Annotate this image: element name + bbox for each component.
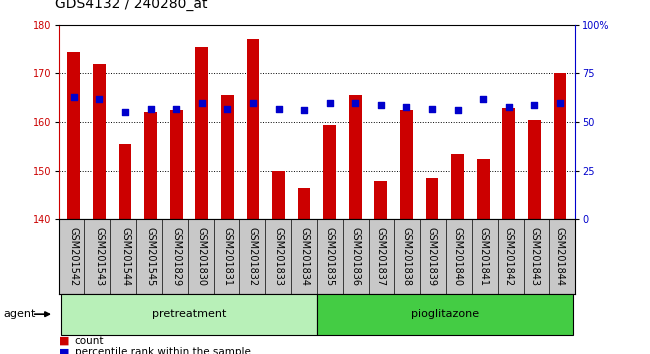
Bar (451, 154, 464, 219)
Bar (246, 39, 259, 219)
Text: GSM201831: GSM201831 (222, 227, 232, 286)
Point (324, 100, 335, 105)
Bar (196, 47, 208, 219)
Text: GSM201829: GSM201829 (171, 227, 181, 286)
Point (554, 100, 565, 105)
Text: GSM201842: GSM201842 (504, 227, 514, 286)
Bar (554, 74, 566, 219)
Bar (317, 294, 573, 335)
Bar (170, 110, 183, 219)
Text: GSM201839: GSM201839 (427, 227, 437, 286)
Text: GSM201835: GSM201835 (324, 227, 335, 286)
Point (401, 104, 411, 109)
Text: GSM201543: GSM201543 (94, 227, 105, 286)
Point (504, 104, 514, 109)
Bar (528, 120, 541, 219)
Bar (426, 178, 438, 219)
Bar (68, 52, 80, 219)
Point (248, 100, 258, 105)
Bar (144, 113, 157, 219)
Point (196, 100, 207, 105)
Point (120, 110, 130, 115)
Bar (400, 110, 413, 219)
Text: GSM201542: GSM201542 (69, 227, 79, 286)
Text: agent: agent (3, 309, 36, 319)
Bar (61, 294, 317, 335)
Point (94, 96, 105, 102)
Point (350, 100, 361, 105)
Text: GSM201830: GSM201830 (197, 227, 207, 286)
Bar (298, 188, 311, 219)
Text: GSM201838: GSM201838 (402, 227, 411, 286)
Point (478, 96, 488, 102)
Text: GSM201837: GSM201837 (376, 227, 386, 286)
Text: GSM201832: GSM201832 (248, 227, 258, 286)
Bar (502, 108, 515, 219)
Bar (221, 95, 234, 219)
Text: GSM201833: GSM201833 (274, 227, 283, 286)
Text: ■: ■ (58, 347, 69, 354)
Text: GSM201843: GSM201843 (529, 227, 539, 286)
Point (452, 108, 463, 113)
Bar (476, 159, 489, 219)
Text: GSM201545: GSM201545 (146, 227, 155, 286)
Text: GSM201544: GSM201544 (120, 227, 130, 286)
Point (69, 94, 79, 99)
Bar (323, 125, 336, 219)
Point (299, 108, 309, 113)
Text: pretreatment: pretreatment (152, 309, 226, 319)
Text: GDS4132 / 240280_at: GDS4132 / 240280_at (55, 0, 208, 11)
Text: GSM201840: GSM201840 (452, 227, 463, 286)
Text: GSM201841: GSM201841 (478, 227, 488, 286)
Text: GSM201844: GSM201844 (555, 227, 565, 286)
Bar (93, 64, 106, 219)
Point (222, 105, 233, 111)
Point (376, 102, 386, 107)
Text: GSM201836: GSM201836 (350, 227, 360, 286)
Text: pioglitazone: pioglitazone (411, 309, 479, 319)
Bar (272, 171, 285, 219)
Text: ■: ■ (58, 336, 69, 346)
Point (427, 105, 437, 111)
Bar (374, 181, 387, 219)
Bar (349, 95, 361, 219)
Text: count: count (75, 336, 104, 346)
Text: GSM201834: GSM201834 (299, 227, 309, 286)
Point (529, 102, 539, 107)
Point (273, 105, 283, 111)
Point (171, 105, 181, 111)
Bar (118, 144, 131, 219)
Point (146, 105, 156, 111)
Text: percentile rank within the sample: percentile rank within the sample (75, 347, 251, 354)
